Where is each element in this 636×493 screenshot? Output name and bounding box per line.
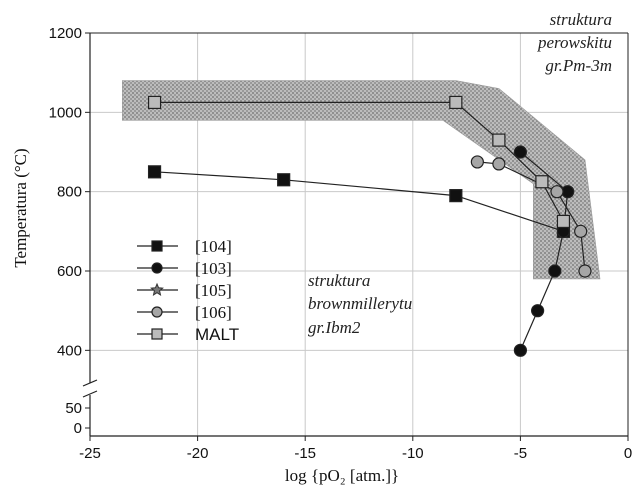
x-tick-label: -5 [514,445,527,462]
y-tick-label: 1200 [49,25,82,42]
legend-swatch-marker [151,328,163,340]
annotation-perovskite: struktura perowskitu gr.Pm-3m [537,10,612,75]
legend-label: [103] [195,259,232,278]
legend-label: MALT [195,325,239,344]
annotation-brownmillerite: struktura brownmillerytu gr.Ibm2 [308,271,412,337]
legend-swatch-marker [151,262,163,274]
legend-label: [105] [195,281,232,300]
series-3-point [470,155,484,169]
axis-break-mark [82,390,98,398]
series-1-point [531,304,545,318]
annotation-brownmillerite-line-1: struktura [308,271,370,290]
series-4-point [147,95,162,110]
y-tick-label: 600 [57,263,82,280]
legend-swatch-marker [151,306,163,318]
legend-label: [104] [195,237,232,256]
malt-stability-region [122,80,601,280]
shaded-region [122,80,601,280]
series-0-point [147,165,162,179]
series-0-point [277,173,291,187]
annotation-perovskite-line-3: gr.Pm-3m [545,56,612,75]
y-axis-title: Temperatura (°C) [11,148,30,267]
legend-label: [106] [195,303,232,322]
x-tick-label: -20 [187,445,209,462]
annotation-perovskite-line-1: struktura [550,10,612,29]
x-tick-label: -25 [79,445,101,462]
x-axis-title: log {pO₂ [atm.]} [285,466,399,485]
series-4-point [492,133,506,147]
y-tick-label: 1000 [49,104,82,121]
series-0-point [449,189,463,203]
annotation-perovskite-line-2: perowskitu [537,33,612,52]
y-tick-label: 0 [74,420,82,437]
series-1-point [548,264,562,278]
series-3-point [492,157,506,171]
annotation-brownmillerite-line-2: brownmillerytu [308,294,412,313]
plot-frame [82,32,629,437]
annotation-brownmillerite-line-3: gr.Ibm2 [308,318,361,337]
y-tick-label: 50 [65,400,82,417]
legend-swatch-marker [150,282,164,296]
y-tick-label: 400 [57,342,82,359]
y-tick-label: 800 [57,184,82,201]
legend: [104] [103] [105] [106] MALT [137,237,239,344]
series-3-point [578,264,592,278]
series-3-point [574,224,588,238]
series-4-point [449,95,463,110]
legend-swatch-marker [151,240,163,252]
x-tick-label: -10 [402,445,424,462]
series-4-point [556,214,571,229]
x-tick-label: -15 [294,445,316,462]
axis-break-mark [82,379,98,387]
series-3-point [550,185,564,199]
series-0-line [154,171,564,232]
series-layer [147,95,592,357]
series-4-point [535,175,549,189]
tick-labels: -25 -20 -15 -10 -5 0 400 600 800 1000 1200 0 50 [49,25,633,462]
series-1-line [519,151,569,351]
series-1-point [513,343,528,357]
x-tick-label: 0 [624,445,632,462]
series-1-point [513,145,528,159]
